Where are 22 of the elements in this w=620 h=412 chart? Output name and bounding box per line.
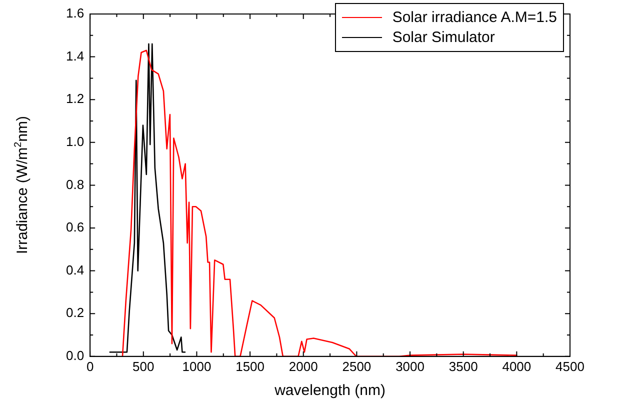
x-tick-label: 2500 [342,358,372,374]
y-tick-label: 1.6 [66,6,84,21]
y-tick-label: 1.0 [66,134,84,149]
x-tick-label: 0 [86,358,94,374]
legend-label: Solar irradiance A.M=1.5 [392,8,557,26]
x-tick-label: 500 [132,358,154,374]
y-tick-label: 0.6 [66,220,84,235]
x-tick-label: 3500 [448,358,478,374]
y-tick-label: 0.4 [66,262,84,278]
legend-label: Solar Simulator [392,28,495,46]
x-axis-title: wavelength (nm) [274,382,386,400]
x-tick-label: 3000 [396,358,424,374]
x-tick-label: 4500 [556,358,584,374]
x-tick-label: 2000 [288,358,318,374]
y-tick-label: 1.4 [66,48,84,64]
x-tick-label: 1000 [182,358,212,374]
x-tick-label: 1500 [236,358,265,374]
y-tick-label: 0.2 [66,305,84,320]
y-tick-label: 0.8 [66,176,84,192]
x-tick-label: 4000 [502,358,532,374]
y-tick-label: 0.0 [66,348,84,363]
y-tick-label: 1.2 [66,91,84,106]
